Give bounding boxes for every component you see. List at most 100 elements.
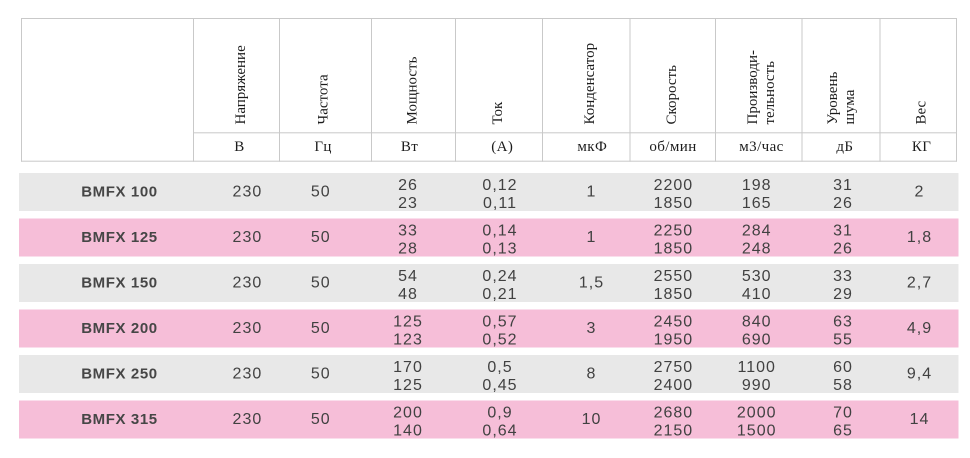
svg-text:123: 123 [393,332,423,349]
svg-text:BMFX 200: BMFX 200 [81,320,158,337]
svg-text:9,4: 9,4 [907,366,932,383]
svg-text:23: 23 [398,195,418,212]
svg-text:26: 26 [833,241,853,258]
svg-text:33: 33 [833,268,853,285]
svg-text:125: 125 [393,377,423,394]
svg-text:31: 31 [833,223,853,240]
svg-text:2550: 2550 [654,268,694,285]
svg-text:1: 1 [587,229,597,246]
svg-text:Ток: Ток [490,101,506,125]
svg-text:230: 230 [233,411,263,428]
svg-text:165: 165 [742,195,772,212]
svg-text:3: 3 [587,320,597,337]
svg-text:284: 284 [742,223,772,240]
svg-text:1950: 1950 [654,332,694,349]
svg-text:1100: 1100 [737,359,775,376]
svg-text:50: 50 [311,411,331,428]
svg-text:530: 530 [742,268,772,285]
svg-text:50: 50 [311,366,331,383]
svg-text:BMFX 150: BMFX 150 [81,275,158,292]
svg-text:Скорость: Скорость [664,65,680,125]
svg-text:1,8: 1,8 [907,229,932,246]
svg-text:КГ: КГ [912,139,931,155]
svg-text:В: В [234,139,244,155]
svg-text:BMFX 315: BMFX 315 [81,411,158,428]
svg-text:2,7: 2,7 [907,275,932,292]
svg-text:50: 50 [311,229,331,246]
svg-text:тельность: тельность [762,61,778,125]
svg-text:0,9: 0,9 [487,405,512,422]
svg-text:840: 840 [742,314,772,331]
svg-text:10: 10 [582,411,602,428]
svg-text:29: 29 [833,286,853,303]
svg-text:об/мин: об/мин [649,139,696,155]
svg-text:2000: 2000 [737,405,777,422]
svg-text:70: 70 [833,405,853,422]
svg-text:Уровень: Уровень [825,72,841,125]
svg-text:(А): (А) [491,139,513,155]
svg-text:28: 28 [398,241,418,258]
svg-text:Мощность: Мощность [405,56,421,124]
svg-text:54: 54 [398,268,418,285]
svg-text:50: 50 [311,184,331,201]
svg-text:8: 8 [587,366,597,383]
svg-text:0,5: 0,5 [487,359,512,376]
svg-text:26: 26 [398,177,418,194]
svg-text:990: 990 [742,377,772,394]
svg-text:0,64: 0,64 [482,423,517,440]
svg-text:50: 50 [311,275,331,292]
svg-text:2400: 2400 [654,377,694,394]
svg-text:1500: 1500 [737,423,777,440]
svg-text:33: 33 [398,223,418,240]
svg-text:4,9: 4,9 [907,320,932,337]
svg-text:BMFX 250: BMFX 250 [81,366,158,383]
svg-text:140: 140 [393,423,423,440]
svg-text:31: 31 [833,177,853,194]
svg-text:2680: 2680 [654,405,694,422]
svg-text:230: 230 [233,275,263,292]
svg-text:230: 230 [233,184,263,201]
svg-text:Гц: Гц [314,139,332,155]
svg-text:Производи-: Производи- [745,50,761,125]
svg-text:дБ: дБ [836,139,853,155]
svg-text:0,21: 0,21 [482,286,517,303]
svg-text:шума: шума [842,89,858,124]
svg-text:0,13: 0,13 [482,241,517,258]
svg-text:690: 690 [742,332,772,349]
svg-text:198: 198 [742,177,772,194]
svg-text:2450: 2450 [654,314,694,331]
svg-text:2150: 2150 [654,423,694,440]
svg-text:BMFX 100: BMFX 100 [81,184,158,201]
svg-text:63: 63 [833,314,853,331]
svg-text:1: 1 [587,184,597,201]
svg-text:50: 50 [311,320,331,337]
svg-text:Напряжение: Напряжение [233,45,249,125]
svg-text:BMFX 125: BMFX 125 [81,229,158,246]
svg-text:1850: 1850 [654,241,694,258]
svg-text:Частота: Частота [315,74,331,124]
svg-text:48: 48 [398,286,418,303]
svg-text:2: 2 [915,184,925,201]
svg-text:26: 26 [833,195,853,212]
svg-text:230: 230 [233,366,263,383]
svg-text:2250: 2250 [654,223,694,240]
svg-text:410: 410 [742,286,772,303]
svg-text:60: 60 [833,359,853,376]
svg-text:Вт: Вт [401,139,418,155]
svg-text:0,14: 0,14 [482,223,517,240]
svg-text:55: 55 [833,332,853,349]
svg-text:0,12: 0,12 [482,177,517,194]
svg-text:200: 200 [393,405,423,422]
svg-text:Вес: Вес [913,100,929,124]
svg-text:0,52: 0,52 [482,332,517,349]
svg-text:0,57: 0,57 [482,314,517,331]
svg-text:м3/час: м3/час [739,139,783,155]
svg-text:1850: 1850 [654,195,694,212]
svg-text:230: 230 [233,320,263,337]
svg-text:125: 125 [393,314,423,331]
svg-text:2200: 2200 [654,177,694,194]
svg-text:1,5: 1,5 [579,275,604,292]
svg-text:0,24: 0,24 [482,268,517,285]
svg-text:58: 58 [833,377,853,394]
svg-text:1850: 1850 [654,286,694,303]
